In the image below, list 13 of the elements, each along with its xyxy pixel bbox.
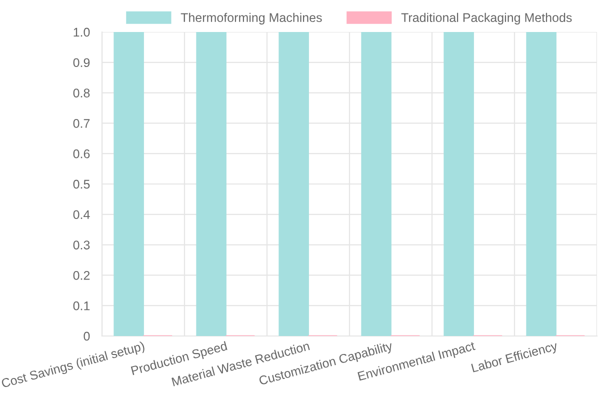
- y-tick-label: 0.3: [73, 240, 90, 250]
- legend-label: Traditional Packaging Methods: [401, 12, 572, 24]
- y-tick-label: 0.2: [73, 271, 90, 280]
- y-tick-label: 0.9: [73, 58, 90, 68]
- y-tick-label: 0.1: [73, 301, 90, 310]
- y-tick-label: 0.5: [73, 180, 90, 189]
- legend-label: Thermoforming Machines: [180, 12, 322, 24]
- y-tick-label: 0.6: [73, 149, 90, 158]
- y-tick-label: 0.8: [73, 88, 90, 98]
- y-tick-label: 1.0: [74, 28, 90, 37]
- y-tick-label: 0.4: [73, 210, 90, 220]
- y-tick-label: 0: [84, 332, 90, 341]
- y-tick-label: 0.7: [73, 119, 90, 128]
